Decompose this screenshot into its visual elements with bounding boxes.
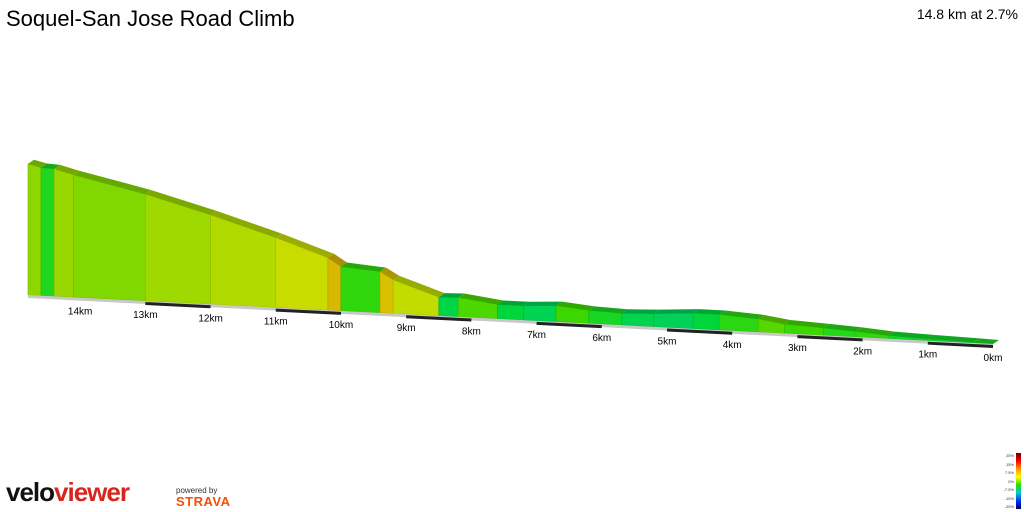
elevation-profile-chart: 14km 13km 12km 11km 10km 9km 8km 7km 6km 5km 4km 3k… <box>27 159 1003 364</box>
profile-baseline <box>28 295 993 347</box>
powered-by-strava[interactable]: powered by STRAVA <box>176 486 231 509</box>
distance-tick-label: 10km <box>329 320 353 331</box>
profile-segment <box>523 305 557 323</box>
profile-segments <box>27 159 999 345</box>
distance-tick-label: 13km <box>133 310 157 321</box>
logo-text-viewer: viewer <box>54 477 130 507</box>
profile-segment <box>340 266 381 314</box>
profile-segment-top <box>523 301 563 306</box>
distance-tick-label: 12km <box>198 313 222 324</box>
legend-tick-label: -15% <box>1004 495 1014 501</box>
distance-tick-label: 8km <box>462 327 481 338</box>
gradient-legend: 25% 15% 7.5% 0% -7.5% -15% -25% <box>999 453 1021 509</box>
profile-segment <box>327 257 342 312</box>
profile-segment <box>692 312 720 331</box>
distance-tick-label: 4km <box>723 340 742 351</box>
profile-segment-top <box>275 233 334 258</box>
km-marker-bar <box>927 341 994 348</box>
legend-tick-label: 0% <box>1008 478 1014 484</box>
profile-segment-top <box>393 275 445 298</box>
distance-tick-label: 2km <box>853 346 872 357</box>
distance-tick-label: 5km <box>658 336 677 347</box>
legend-tick-label: 7.5% <box>1004 470 1014 475</box>
profile-segment-top <box>327 253 347 267</box>
profile-segment-top <box>758 314 791 325</box>
profile-segment-top <box>784 320 830 328</box>
km-marker-bar <box>275 308 342 315</box>
gradient-color-bar <box>1016 453 1021 509</box>
profile-segment-top <box>823 323 863 332</box>
profile-segment-top <box>458 293 504 305</box>
profile-segment <box>653 312 694 330</box>
distance-ticks: 14km 13km 12km 11km 10km 9km 8km 7km 6km 5km 4km 3k… <box>68 307 1003 364</box>
profile-segment-top <box>927 334 980 343</box>
profile-segment-top <box>340 262 387 272</box>
powered-by-label: powered by <box>176 486 218 495</box>
distance-tick-label: 1km <box>918 350 937 361</box>
legend-tick-label: 25% <box>1005 453 1014 458</box>
profile-segment-top <box>497 300 530 306</box>
distance-tick-label: 0km <box>984 353 1003 364</box>
distance-tick-label: 7km <box>527 330 546 341</box>
profile-segment-top <box>693 309 726 315</box>
profile-segment <box>53 168 74 298</box>
profile-segment <box>621 312 655 328</box>
profile-segment-top <box>380 267 400 280</box>
profile-segment-top <box>556 301 595 311</box>
profile-segment <box>40 167 55 297</box>
profile-segment <box>73 174 146 302</box>
climb-summary: 14.8 km at 2.7% <box>916 6 1018 22</box>
legend-tick-label: 15% <box>1005 461 1014 467</box>
km-marker-bar <box>666 328 733 335</box>
profile-base <box>28 295 994 348</box>
veloviewer-logo[interactable]: veloviewer <box>6 477 130 508</box>
profile-segment-top <box>653 309 700 314</box>
logo-text-velo: velo <box>6 477 55 507</box>
profile-segment-top <box>621 309 660 314</box>
profile-segment-top <box>973 338 999 344</box>
profile-segment-top <box>719 310 765 319</box>
distance-tick-label: 14km <box>68 307 92 318</box>
profile-segment-top <box>54 164 80 175</box>
profile-segment <box>438 296 459 318</box>
km-marker-bar <box>406 315 472 322</box>
distance-tick-label: 9km <box>397 323 416 334</box>
profile-segment-top <box>41 163 61 169</box>
km-marker-bar <box>536 321 602 329</box>
km-marker-bar <box>797 335 863 342</box>
strava-logo-text: STRAVA <box>176 494 231 509</box>
distance-tick-label: 3km <box>788 343 807 354</box>
chart-title: Soquel-San Jose Road Climb <box>6 6 295 31</box>
profile-segment <box>497 304 524 321</box>
profile-segment-top <box>145 190 217 215</box>
distance-tick-label: 6km <box>592 333 611 344</box>
distance-tick-label: 11km <box>264 317 288 328</box>
profile-segment-top <box>438 293 465 298</box>
profile-segment-top <box>73 170 152 195</box>
profile-segment-top <box>588 306 628 314</box>
profile-segment <box>27 163 42 296</box>
legend-tick-label: -25% <box>1004 504 1014 509</box>
profile-segment-top <box>28 159 48 168</box>
km-marker-bar <box>145 301 211 309</box>
profile-segment-top <box>888 331 934 339</box>
legend-tick-label: -7.5% <box>1003 487 1014 492</box>
profile-segment-top <box>210 210 282 238</box>
profile-segment-top <box>856 327 895 336</box>
